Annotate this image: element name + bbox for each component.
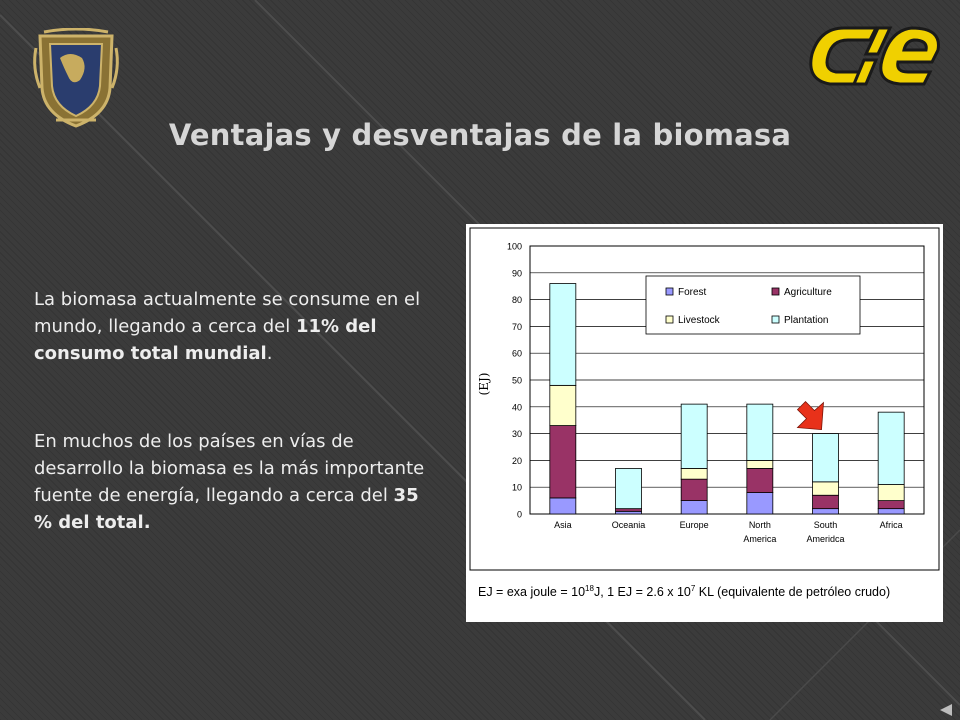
x-tick-label: Oceania [612, 520, 646, 530]
bar-segment-forest [549, 497, 577, 515]
x-tick-label: America [743, 534, 776, 544]
bar-segment-plantation [812, 433, 839, 483]
legend-label-agriculture: Agriculture [784, 287, 832, 298]
x-tick-label: Europe [680, 520, 709, 530]
legend-swatch-forest [665, 287, 674, 296]
paragraph-developing-countries: En muchos de los países en vías de desar… [34, 431, 425, 533]
university-crest-logo [33, 28, 119, 128]
legend-swatch-livestock [665, 315, 674, 324]
y-tick-label: 70 [512, 322, 522, 332]
bar-segment-agriculture [877, 500, 905, 510]
slide-title: Ventajas y desventajas de la biomasa [168, 118, 792, 152]
legend-swatch-plantation [771, 315, 780, 324]
bar-segment-livestock [746, 459, 774, 469]
bar-segment-agriculture [549, 425, 577, 499]
y-tick-label: 0 [517, 510, 522, 520]
ie-logo [809, 26, 940, 86]
paragraph-biomass-consumption: La biomasa actualmente se consume en el … [34, 289, 421, 364]
bar-segment-plantation [877, 411, 905, 485]
bar-segment-livestock [549, 384, 577, 426]
bar-segment-livestock [877, 484, 905, 501]
legend-label-livestock: Livestock [678, 315, 721, 326]
legend-label-forest: Forest [678, 287, 707, 298]
x-tick-label: South [814, 520, 838, 530]
bar-segment-agriculture [812, 494, 839, 510]
bar-segment-plantation [549, 283, 577, 386]
bar-segment-agriculture [615, 508, 642, 512]
annotation-arrow [796, 401, 824, 431]
x-tick-label: North [749, 520, 771, 530]
bar-segment-livestock [680, 468, 708, 480]
y-tick-label: 40 [512, 402, 522, 412]
chart-footnote: EJ = exa joule = 1018J, 1 EJ = 2.6 x 107… [478, 584, 891, 600]
x-tick-label: Africa [880, 520, 903, 530]
plot-area-border [529, 245, 925, 515]
legend-box [645, 275, 861, 335]
bar-segment-forest [615, 510, 642, 515]
bar-segment-plantation [615, 468, 642, 510]
bar-segment-plantation [746, 403, 774, 461]
legend-label-plantation: Plantation [784, 315, 828, 326]
stacked-bar-chart: 0 10 20 30 40 50 60 70 80 90 100 (EJ) Asia Oceania Eur… [469, 227, 940, 571]
bar-segment-agriculture [680, 478, 708, 502]
y-tick-label: 50 [512, 376, 522, 386]
y-tick-label: 20 [512, 456, 522, 466]
chart-image-panel: 0 10 20 30 40 50 60 70 80 90 100 (EJ) Asia Oceania Eur… [466, 224, 943, 622]
y-tick-label: 100 [507, 242, 522, 252]
bar-segment-forest [746, 492, 774, 515]
y-tick-label: 10 [512, 483, 522, 493]
bar-segment-plantation [680, 403, 708, 469]
y-tick-label: 80 [512, 295, 522, 305]
bar-segment-forest [680, 500, 708, 515]
x-tick-label: Asia [554, 520, 572, 530]
bar-segment-forest [877, 508, 905, 515]
legend-swatch-agriculture [771, 287, 780, 296]
y-tick-label: 30 [512, 429, 522, 439]
y-tick-label: 90 [512, 268, 522, 278]
y-axis-label: (EJ) [477, 373, 491, 396]
y-tick-label: 60 [512, 349, 522, 359]
bar-segment-livestock [812, 481, 839, 496]
x-tick-label: Ameridca [806, 534, 844, 544]
bar-segment-forest [812, 508, 839, 515]
bar-segment-agriculture [746, 468, 774, 493]
